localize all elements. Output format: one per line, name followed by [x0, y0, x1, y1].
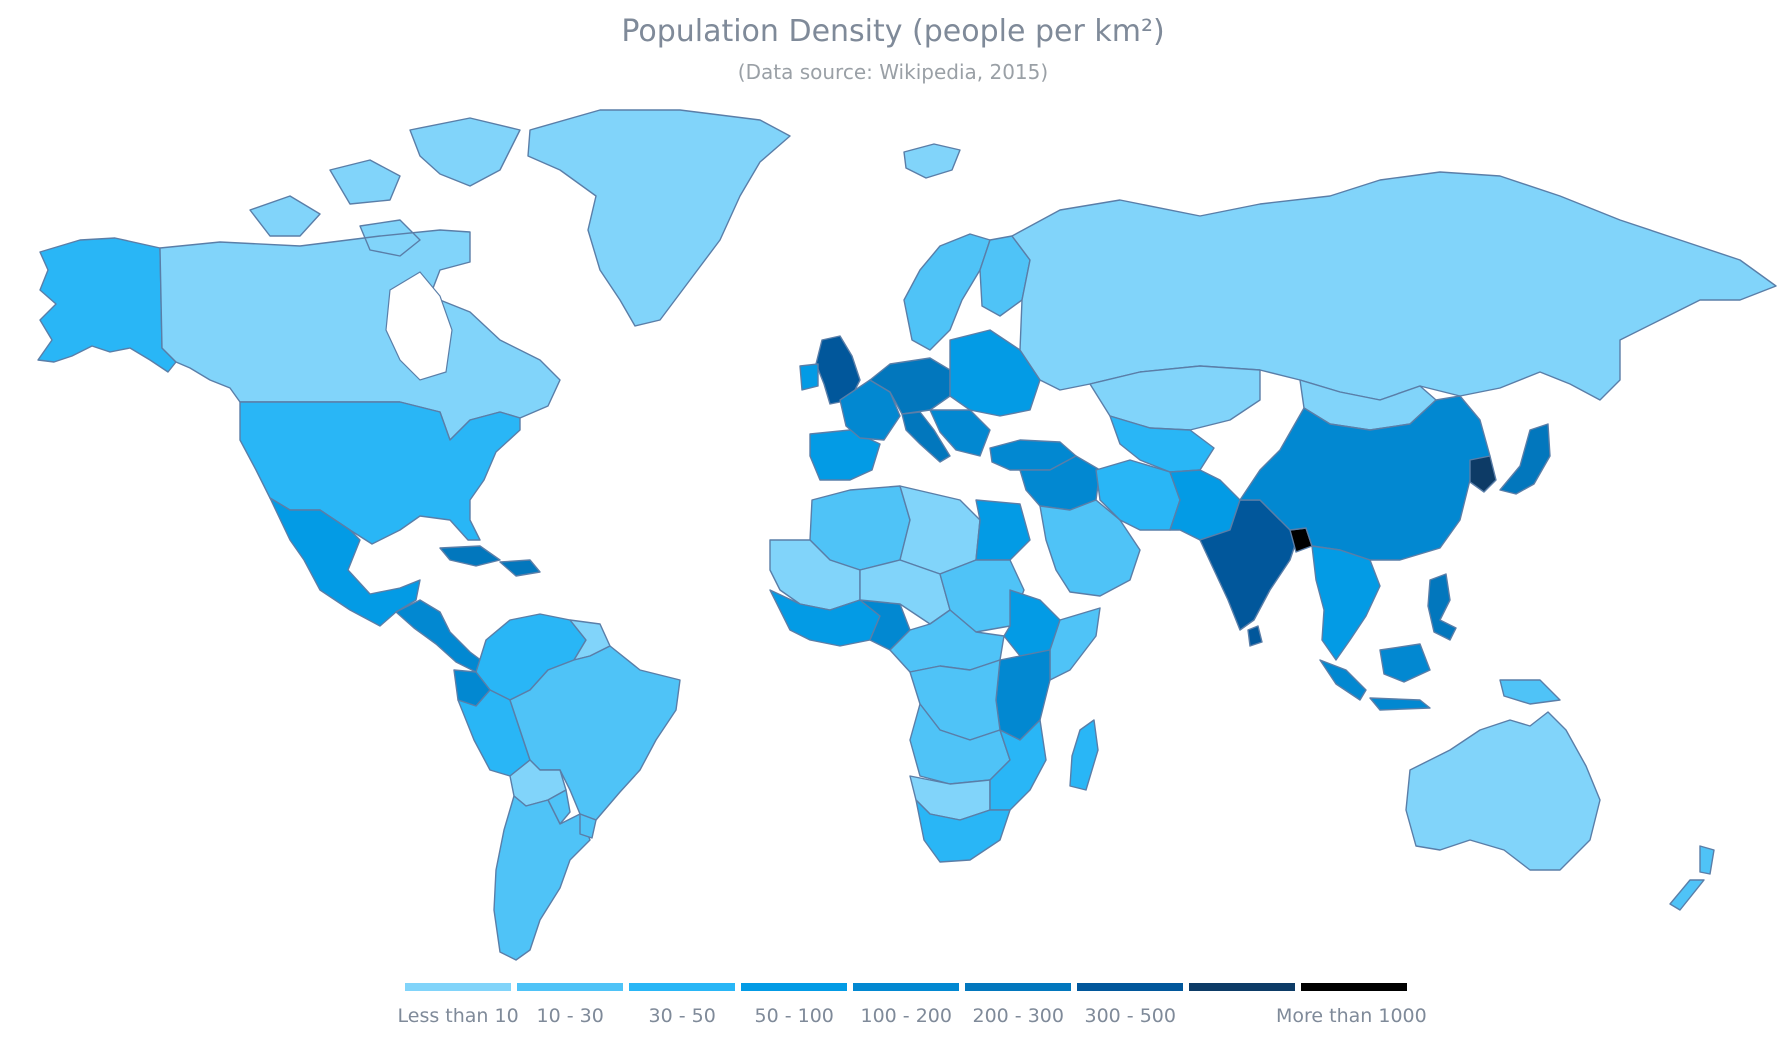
- region-iceland[interactable]: [903, 143, 961, 179]
- region-eastern-europe[interactable]: [949, 329, 1041, 417]
- region-indonesia[interactable]: [1319, 643, 1431, 711]
- world-map: [37, 109, 1777, 961]
- region-korea[interactable]: [1469, 455, 1497, 493]
- hudson-bay: [385, 271, 453, 381]
- legend-label: 200 - 300: [972, 1005, 1064, 1027]
- legend-swatch: [1301, 983, 1407, 991]
- legend-swatch: [741, 983, 847, 991]
- region-philippines[interactable]: [1427, 573, 1457, 641]
- legend-label: 10 - 30: [536, 1005, 604, 1027]
- region-ireland[interactable]: [799, 363, 819, 391]
- legend-label: 50 - 100: [754, 1005, 834, 1027]
- region-south-africa[interactable]: [915, 799, 1011, 863]
- legend-swatch: [405, 983, 511, 991]
- region-mozambique[interactable]: [989, 719, 1047, 811]
- region-balkans[interactable]: [929, 409, 991, 457]
- region-mexico[interactable]: [269, 497, 421, 627]
- legend-label: 30 - 50: [648, 1005, 716, 1027]
- region-papua[interactable]: [1499, 679, 1561, 705]
- region-new-zealand[interactable]: [1669, 845, 1715, 911]
- legend-label: 100 - 200: [860, 1005, 952, 1027]
- region-japan[interactable]: [1499, 423, 1551, 495]
- region-italy[interactable]: [901, 411, 951, 463]
- region-uruguay[interactable]: [579, 813, 597, 839]
- legend-swatch: [853, 983, 959, 991]
- legend-swatch: [1077, 983, 1183, 991]
- region-libya[interactable]: [899, 485, 981, 575]
- region-saudi-arabia[interactable]: [1039, 499, 1141, 597]
- legend-swatch: [1189, 983, 1295, 991]
- region-east-africa[interactable]: [995, 649, 1051, 741]
- region-canada[interactable]: [159, 117, 561, 441]
- region-australia[interactable]: [1405, 711, 1601, 871]
- region-caribbean[interactable]: [439, 545, 541, 577]
- chart-subtitle: (Data source: Wikipedia, 2015): [737, 60, 1049, 84]
- legend-swatch: [965, 983, 1071, 991]
- region-egypt[interactable]: [975, 499, 1031, 561]
- legend-swatch: [629, 983, 735, 991]
- chart-title: Population Density (people per km²): [621, 14, 1165, 49]
- region-southeast-asia[interactable]: [1311, 545, 1381, 661]
- region-central-america[interactable]: [395, 599, 487, 673]
- region-alaska[interactable]: [37, 237, 177, 373]
- region-madagascar[interactable]: [1069, 719, 1099, 791]
- legend-label: More than 1000: [1276, 1005, 1427, 1027]
- region-chile-argentina[interactable]: [493, 795, 591, 961]
- legend-swatch: [517, 983, 623, 991]
- legend-label: Less than 10: [397, 1005, 519, 1027]
- region-greenland[interactable]: [527, 109, 791, 327]
- region-sri-lanka[interactable]: [1247, 625, 1263, 647]
- region-russia[interactable]: [1011, 171, 1777, 401]
- legend-label: 300 - 500: [1084, 1005, 1176, 1027]
